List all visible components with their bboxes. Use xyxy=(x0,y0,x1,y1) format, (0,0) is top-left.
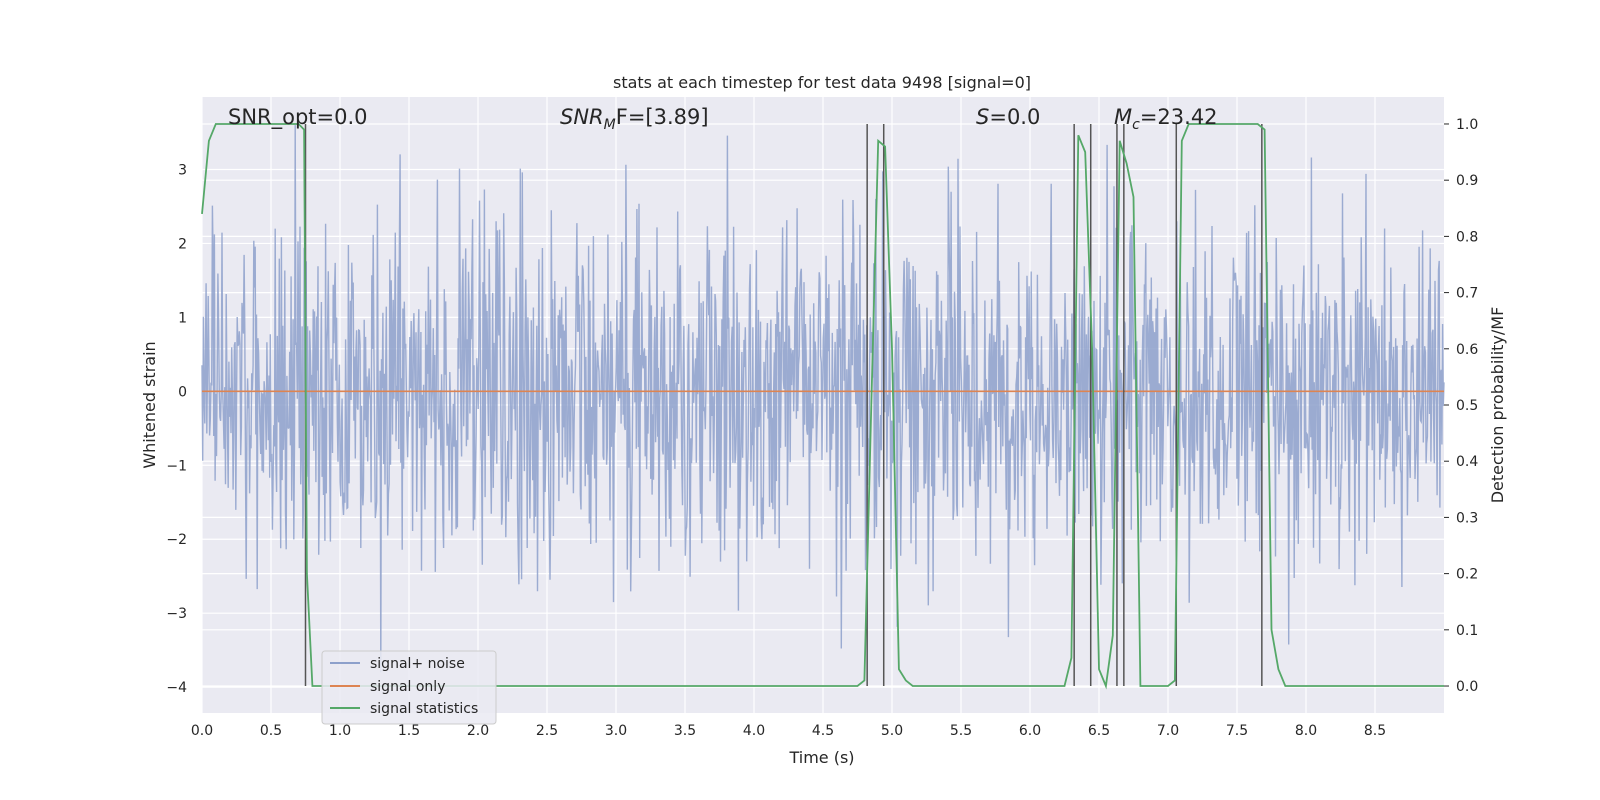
y-right-tick-label: 0.8 xyxy=(1456,229,1478,245)
y-tick-label: −4 xyxy=(166,680,187,696)
signal-statistics-series xyxy=(201,123,1444,690)
y-right-tick-label: 0.5 xyxy=(1456,398,1478,414)
y-tick-label: 0 xyxy=(178,384,187,400)
x-tick-label: 1.0 xyxy=(329,723,351,739)
x-tick-label: 5.5 xyxy=(950,723,972,739)
legend-box xyxy=(321,650,497,725)
x-tick-label: 8.0 xyxy=(1295,723,1317,739)
y-right-axis-label: Detection probability/MF xyxy=(1488,307,1507,504)
x-tick-label: 4.0 xyxy=(743,723,765,739)
x-tick-label: 3.5 xyxy=(674,723,696,739)
x-tick-label: 6.5 xyxy=(1088,723,1110,739)
x-tick-label: 7.0 xyxy=(1157,723,1179,739)
y-tick-labels: 3 2 1 0 −1 −2 −3 −4 xyxy=(166,162,187,696)
mc-subscript: c xyxy=(1132,117,1140,133)
x-axis-label: Time (s) xyxy=(788,748,854,767)
snr-mf-symbol: SNR xyxy=(560,105,604,129)
vertical-markers xyxy=(304,123,1263,687)
signal-noise-series xyxy=(201,125,1445,673)
x-tick-label: 6.0 xyxy=(1019,723,1041,739)
x-tick-labels: 0.0 0.5 1.0 1.5 2.0 2.5 3.0 3.5 4.0 4.5 5.0 5.5 6.0 6… xyxy=(191,723,1386,739)
mc-symbol: M xyxy=(1114,105,1132,129)
x-tick-label: 4.5 xyxy=(812,723,834,739)
y-right-tick-label: 0.3 xyxy=(1456,510,1478,526)
y-tick-label: −2 xyxy=(166,532,187,548)
s-annotation: S=0.0 xyxy=(976,105,1040,129)
y-tick-label: 3 xyxy=(178,162,187,178)
x-tick-label: 3.0 xyxy=(605,723,627,739)
y-right-tick-labels: 1.0 0.9 0.8 0.7 0.6 0.5 0.4 0.3 0.2 0.1 0.0 xyxy=(1444,117,1478,695)
x-tick-label: 2.5 xyxy=(536,723,558,739)
y-right-tick-label: 0.1 xyxy=(1456,623,1478,639)
x-tick-label: 7.5 xyxy=(1226,723,1248,739)
snr-mf-value: F=[3.89] xyxy=(616,105,709,129)
signal-statistics-line xyxy=(201,123,1444,690)
snr-opt-annotation: SNR_opt=0.0 xyxy=(228,105,368,130)
y-right-tick-label: 1.0 xyxy=(1456,117,1478,133)
y-right-tick-label: 0.4 xyxy=(1456,454,1478,470)
y-tick-label: 1 xyxy=(178,310,187,326)
y-right-tick-label: 0.2 xyxy=(1456,567,1478,583)
y-tick-label: 2 xyxy=(178,236,187,252)
mc-annotation: Mc=23.42 xyxy=(1114,105,1218,133)
y-axis-label: Whitened strain xyxy=(140,341,159,468)
legend-label-statistics: signal statistics xyxy=(370,701,478,717)
y-right-tick-label: 0.0 xyxy=(1456,679,1478,695)
y-right-tick-label: 0.7 xyxy=(1456,286,1478,302)
snr-mf-annotation: SNRMF=[3.89] xyxy=(560,105,709,133)
x-tick-label: 0.5 xyxy=(260,723,282,739)
legend: signal+ noise signal only signal statist… xyxy=(321,650,497,725)
signal-noise-line xyxy=(201,125,1445,673)
mc-value: =23.42 xyxy=(1140,105,1218,129)
y-right-tick-label: 0.9 xyxy=(1456,173,1478,189)
y-tick-label: −3 xyxy=(166,606,187,622)
x-tick-label: 1.5 xyxy=(398,723,420,739)
y-right-tick-label: 0.6 xyxy=(1456,342,1478,358)
x-tick-label: 0.0 xyxy=(191,723,213,739)
legend-label-signal: signal only xyxy=(370,679,445,695)
x-tick-label: 5.0 xyxy=(881,723,903,739)
x-tick-label: 8.5 xyxy=(1364,723,1386,739)
s-value: =0.0 xyxy=(989,105,1040,129)
snr-mf-subscript: M xyxy=(604,117,616,133)
s-symbol: S xyxy=(976,105,989,129)
legend-label-noise: signal+ noise xyxy=(370,656,465,672)
chart-title: stats at each timestep for test data 949… xyxy=(613,73,1031,92)
y-tick-label: −1 xyxy=(166,458,187,474)
x-tick-label: 2.0 xyxy=(467,723,489,739)
